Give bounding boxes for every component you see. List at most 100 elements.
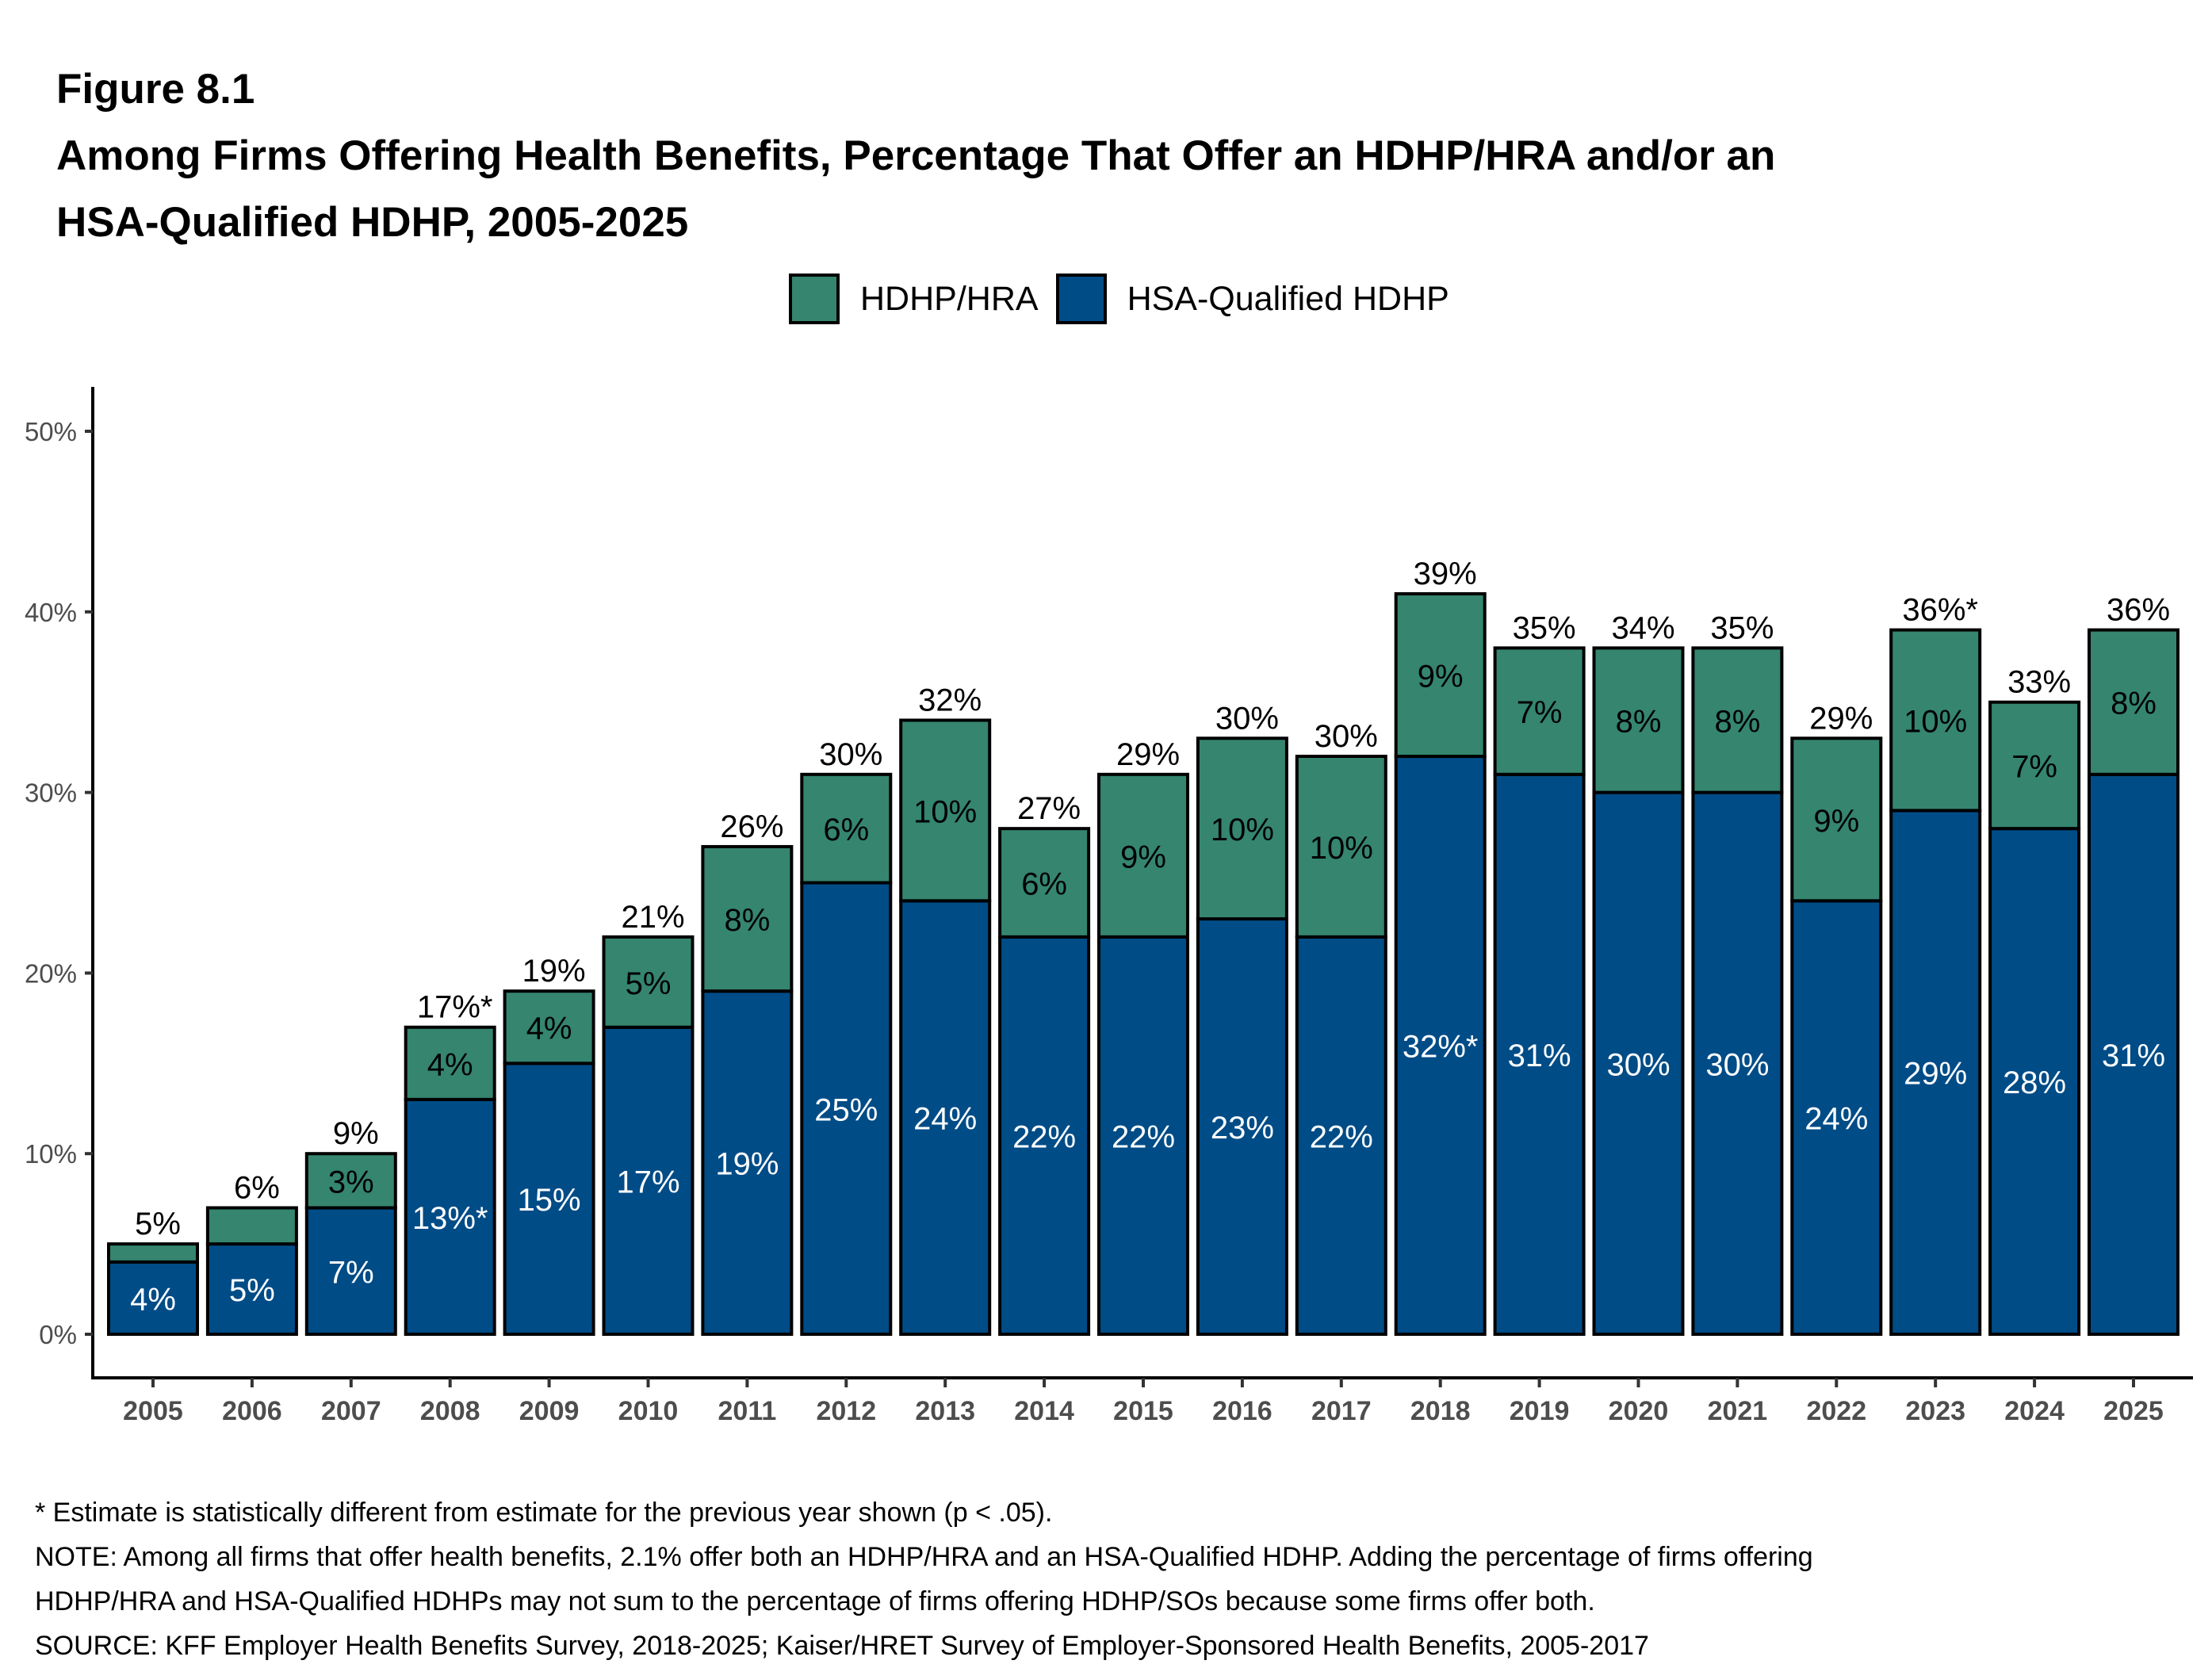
legend-label-hsa-qualified-hdhp: HSA-Qualified HDHP	[1127, 279, 1449, 318]
bar-hdhp-hra	[205, 1206, 298, 1246]
data-label-hsa-qualified-hdhp: 24%	[913, 1102, 977, 1137]
x-tick-label: 2010	[618, 1396, 679, 1426]
data-label-hsa-qualified-hdhp: 4%	[130, 1282, 176, 1317]
data-label-hdhp-hra: 8%	[2111, 687, 2157, 721]
x-tick-label: 2021	[1708, 1396, 1768, 1426]
bar-hdhp-hra	[1592, 646, 1685, 794]
data-label-hdhp-hra: 6%	[1021, 867, 1067, 902]
bar-hsa-qualified-hdhp	[1691, 790, 1784, 1336]
x-tick-label: 2016	[1212, 1396, 1272, 1426]
footnote-source: SOURCE: KFF Employer Health Benefits Sur…	[35, 1631, 1649, 1661]
x-tick-label: 2023	[1905, 1396, 1965, 1426]
bar-hdhp-hra	[1493, 646, 1586, 776]
legend-item-hsa-qualified-hdhp: HSA-Qualified HDHP	[1055, 274, 1449, 324]
data-label-total: 30%	[1215, 701, 1279, 736]
x-tick-label: 2006	[222, 1396, 282, 1426]
data-label-hsa-qualified-hdhp: 32%*	[1403, 1030, 1479, 1065]
bar-hsa-qualified-hdhp	[503, 1062, 595, 1337]
x-tick-label: 2025	[2103, 1396, 2164, 1426]
data-label-hsa-qualified-hdhp: 7%	[328, 1255, 374, 1290]
data-label-hsa-qualified-hdhp: 5%	[229, 1273, 275, 1308]
bar-hdhp-hra	[701, 844, 794, 993]
data-label-hsa-qualified-hdhp: 30%	[1705, 1047, 1769, 1082]
bar-hdhp-hra	[1691, 646, 1784, 794]
bar-hdhp-hra	[800, 772, 893, 885]
data-label-total: 36%*	[1902, 593, 1978, 628]
data-label-total: 27%	[1017, 791, 1081, 826]
data-label-total: 9%	[333, 1116, 379, 1151]
data-label-hsa-qualified-hdhp: 17%	[616, 1165, 679, 1199]
footnotes: * Estimate is statistically different fr…	[35, 1490, 1813, 1668]
bar-hdhp-hra	[1790, 736, 1883, 903]
bar-hsa-qualified-hdhp	[1988, 827, 2081, 1337]
y-tick-label: 40%	[25, 598, 77, 627]
data-label-hsa-qualified-hdhp: 22%	[1310, 1119, 1373, 1154]
bars	[107, 592, 2179, 1337]
bar-hdhp-hra	[503, 989, 595, 1065]
y-tick-label: 0%	[39, 1320, 77, 1349]
data-label-hdhp-hra: 4%	[427, 1047, 473, 1082]
y-axis: 0% 10% 20% 30% 40% 50%	[25, 387, 94, 1379]
y-tick-label: 10%	[25, 1139, 77, 1169]
data-label-total: 5%	[135, 1207, 181, 1241]
legend-item-hdhp-hra: HDHP/HRA	[789, 274, 1039, 324]
bar-hdhp-hra	[1196, 736, 1288, 921]
bar-hsa-qualified-hdhp	[107, 1260, 199, 1337]
x-tick-label: 2015	[1113, 1396, 1173, 1426]
bar-hsa-qualified-hdhp	[1196, 917, 1288, 1337]
data-label-total: 29%	[1809, 701, 1873, 736]
bar-hdhp-hra	[404, 1025, 496, 1101]
x-tick-label: 2014	[1014, 1396, 1074, 1426]
data-label-total: 29%	[1116, 737, 1180, 772]
bar-hdhp-hra	[107, 1242, 199, 1264]
chart-title-line-1: Among Firms Offering Health Benefits, Pe…	[56, 132, 1776, 179]
data-label-hsa-qualified-hdhp: 13%*	[412, 1201, 488, 1236]
data-label-hsa-qualified-hdhp: 22%	[1012, 1119, 1076, 1154]
data-label-hdhp-hra: 9%	[1120, 840, 1166, 874]
bar-hdhp-hra	[1988, 700, 2081, 831]
y-tick-label: 20%	[25, 958, 77, 988]
bar-hsa-qualified-hdhp	[205, 1242, 298, 1336]
data-label-hsa-qualified-hdhp: 31%	[1508, 1039, 1571, 1073]
x-tick-label: 2018	[1410, 1396, 1471, 1426]
data-label-hdhp-hra: 10%	[1211, 813, 1274, 847]
bar-hdhp-hra	[2088, 628, 2179, 776]
data-label-hsa-qualified-hdhp: 30%	[1606, 1047, 1670, 1082]
x-tick-label: 2024	[2004, 1396, 2065, 1426]
data-label-hsa-qualified-hdhp: 19%	[715, 1147, 779, 1182]
data-label-hdhp-hra: 7%	[2011, 749, 2057, 784]
bar-hdhp-hra	[1295, 755, 1387, 939]
data-label-hdhp-hra: 3%	[328, 1165, 374, 1199]
x-tick-label: 2008	[420, 1396, 480, 1426]
bar-hdhp-hra	[602, 935, 695, 1029]
data-label-hdhp-hra: 8%	[724, 903, 770, 938]
bar-hsa-qualified-hdhp	[899, 899, 992, 1336]
data-label-total: 35%	[1710, 610, 1774, 645]
x-tick-label: 2012	[816, 1396, 876, 1426]
data-label-hsa-qualified-hdhp: 22%	[1112, 1119, 1175, 1154]
legend-swatch-hsa-qualified-hdhp	[1055, 274, 1107, 324]
x-axis: 2005 2006 2007 2008 2009 2010 2011 2012 2013 2014…	[91, 1376, 2193, 1426]
data-label-hdhp-hra: 4%	[526, 1012, 572, 1046]
x-tick-label: 2019	[1510, 1396, 1570, 1426]
data-label-hsa-qualified-hdhp: 24%	[1804, 1102, 1868, 1137]
y-tick-label: 50%	[25, 417, 77, 446]
x-tick-label: 2009	[519, 1396, 580, 1426]
data-label-total: 26%	[720, 809, 783, 844]
bar-hdhp-hra	[1394, 592, 1487, 759]
bar-hdhp-hra	[998, 827, 1091, 939]
x-tick-label: 2017	[1311, 1396, 1372, 1426]
data-label-total: 21%	[621, 900, 684, 935]
data-label-hdhp-hra: 6%	[823, 813, 869, 847]
data-label-total: 36%	[2107, 593, 2170, 628]
data-label-total: 33%	[2007, 665, 2071, 700]
x-tick-label: 2005	[123, 1396, 183, 1426]
bar-hdhp-hra	[1097, 772, 1189, 939]
data-label-hdhp-hra: 8%	[1616, 704, 1662, 739]
data-label-hdhp-hra: 7%	[1517, 695, 1563, 730]
data-label-total: 39%	[1414, 557, 1477, 591]
legend: HDHP/HRA HSA-Qualified HDHP	[789, 274, 1467, 324]
data-label-hsa-qualified-hdhp: 29%	[1904, 1057, 1967, 1092]
bar-hsa-qualified-hdhp	[1889, 809, 1982, 1336]
data-label-hsa-qualified-hdhp: 23%	[1211, 1111, 1274, 1146]
